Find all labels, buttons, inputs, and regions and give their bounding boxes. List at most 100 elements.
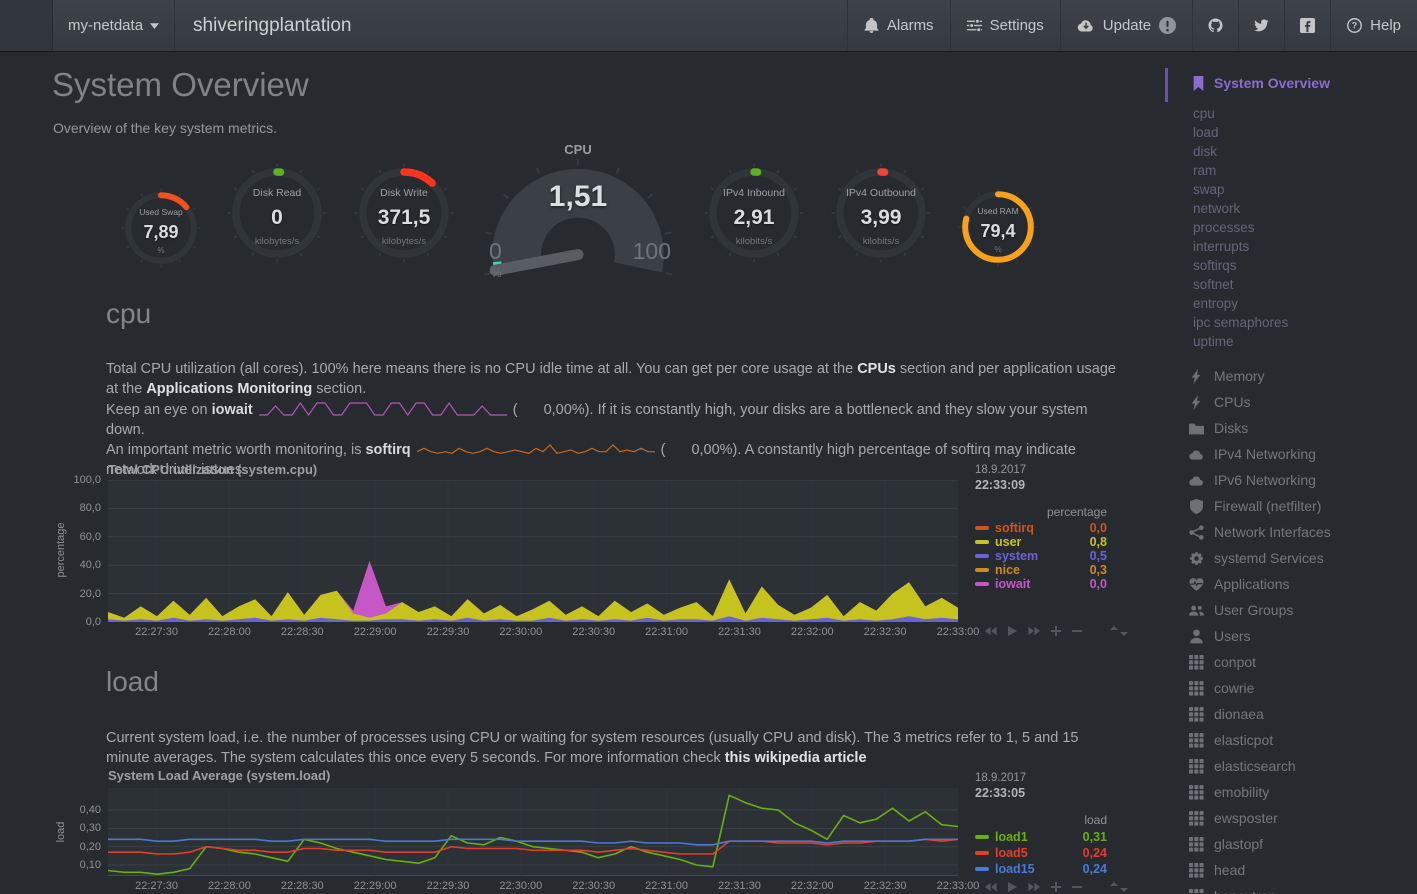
sidebar-item-system-overview[interactable]: System Overview xyxy=(1191,75,1330,91)
sidebar-subitem-network[interactable]: network xyxy=(1193,199,1288,218)
sidebar-item-conpot[interactable]: conpot xyxy=(1189,649,1331,675)
load-plot-area[interactable] xyxy=(108,788,958,876)
sidebar-item-network-interfaces[interactable]: Network Interfaces xyxy=(1189,519,1331,545)
my-netdata-menu[interactable]: my-netdata xyxy=(53,0,176,51)
gauge-disk-read[interactable]: Disk Read 0 kilobytes/s xyxy=(227,163,327,263)
gauge-value: 7,89 xyxy=(143,222,179,243)
update-button[interactable]: Update xyxy=(1059,0,1192,51)
gauge-units: % xyxy=(491,266,502,280)
sidebar-item-emobility[interactable]: emobility xyxy=(1189,779,1331,805)
sidebar-item-memory[interactable]: Memory xyxy=(1189,363,1331,389)
legend-row[interactable]: softirq 0,0 xyxy=(975,521,1107,535)
sidebar-item-dionaea[interactable]: dionaea xyxy=(1189,701,1331,727)
resize-chart-handle[interactable] xyxy=(1107,882,1131,892)
play-button[interactable] xyxy=(1008,882,1017,892)
sidebar-item-systemd-services[interactable]: systemd Services xyxy=(1189,545,1331,571)
legend-row[interactable]: load5 0,24 xyxy=(975,845,1107,861)
sidebar-item-user-groups[interactable]: User Groups xyxy=(1189,597,1331,623)
resize-chart-handle[interactable] xyxy=(1107,626,1131,636)
sidebar-item-icon xyxy=(1189,473,1204,488)
sidebar-subitem-cpu[interactable]: cpu xyxy=(1193,104,1288,123)
zoom-in-button[interactable] xyxy=(1051,882,1061,892)
sidebar-subitem-softirqs[interactable]: softirqs xyxy=(1193,256,1288,275)
sidebar-item-honeytrap[interactable]: honeytrap xyxy=(1189,883,1331,894)
sidebar-item-users[interactable]: Users xyxy=(1189,623,1331,649)
cpus-link[interactable]: CPUs xyxy=(857,361,896,377)
applications-monitoring-link[interactable]: Applications Monitoring xyxy=(146,381,313,398)
sidebar-item-ewsposter[interactable]: ewsposter xyxy=(1189,805,1331,831)
sidebar-subitem-swap[interactable]: swap xyxy=(1193,180,1288,199)
sidebar-item-label: dionaea xyxy=(1214,706,1264,722)
gauge-ipv4-outbound[interactable]: IPv4 Outbound 3,99 kilobits/s xyxy=(831,163,931,263)
pan-backward-button[interactable] xyxy=(985,882,997,892)
sidebar-item-ipv6-networking[interactable]: IPv6 Networking xyxy=(1189,467,1331,493)
legend-row[interactable]: iowait 0,0 xyxy=(975,577,1107,591)
github-icon xyxy=(1208,18,1223,33)
sidebar-subitem-disk[interactable]: disk xyxy=(1193,142,1288,161)
gauge-units: kilobits/s xyxy=(862,236,900,247)
sidebar-item-firewall-netfilter-[interactable]: Firewall (netfilter) xyxy=(1189,493,1331,519)
gauge-used-ram[interactable]: Used RAM 79,4 % xyxy=(958,187,1038,267)
legend-row[interactable]: load15 0,24 xyxy=(975,861,1107,877)
sidebar-subitem-processes[interactable]: processes xyxy=(1193,218,1288,237)
cpu-text: section and per application usage at the xyxy=(106,361,1116,398)
sidebar-subitem-ram[interactable]: ram xyxy=(1193,161,1288,180)
sidebar-item-disks[interactable]: Disks xyxy=(1189,415,1331,441)
sidebar-item-elasticpot[interactable]: elasticpot xyxy=(1189,727,1331,753)
sidebar-subitem-load[interactable]: load xyxy=(1193,123,1288,142)
hostname[interactable]: shiveringplantation xyxy=(193,14,352,36)
pan-forward-button[interactable] xyxy=(1028,626,1040,636)
legend-row[interactable]: user 0,8 xyxy=(975,535,1107,549)
sidebar-item-glastopf[interactable]: glastopf xyxy=(1189,831,1331,857)
sidebar-item-elasticsearch[interactable]: elasticsearch xyxy=(1189,753,1331,779)
gauge-used-swap[interactable]: Used Swap 7,89 % xyxy=(121,188,201,268)
gauge-title: IPv4 Inbound xyxy=(723,187,785,199)
sidebar-subitem-ipc-semaphores[interactable]: ipc semaphores xyxy=(1193,313,1288,332)
gauge-disk-write[interactable]: Disk Write 371,5 kilobytes/s xyxy=(354,163,454,263)
softirq-text: . A constantly high percentage of softir… xyxy=(106,442,1076,479)
legend-row[interactable]: nice 0,3 xyxy=(975,563,1107,577)
sidebar-item-head[interactable]: head xyxy=(1189,857,1331,883)
x-tick-label: 22:31:30 xyxy=(718,626,761,638)
sidebar-item-applications[interactable]: Applications xyxy=(1189,571,1331,597)
x-tick-label: 22:32:00 xyxy=(790,626,834,638)
github-button[interactable] xyxy=(1192,0,1238,51)
y-tick-label: 20,0 xyxy=(79,587,101,600)
zoom-in-button[interactable] xyxy=(1051,626,1061,636)
iowait-sparkline xyxy=(258,401,507,416)
gauge-ipv4-inbound[interactable]: IPv4 Inbound 2,91 kilobits/s xyxy=(704,163,804,263)
gauge-cpu[interactable]: CPU 1,51 0 100 % xyxy=(483,142,673,282)
alarms-button[interactable]: Alarms xyxy=(846,0,950,51)
sidebar-item-ipv4-networking[interactable]: IPv4 Networking xyxy=(1189,441,1331,467)
facebook-button[interactable] xyxy=(1284,0,1330,51)
sidebar-item-icon xyxy=(1189,368,1204,384)
help-button[interactable]: ? Help xyxy=(1330,0,1417,51)
sidebar-subitem-label: cpu xyxy=(1193,106,1215,121)
sidebar-item-label: honeytrap xyxy=(1214,888,1276,894)
sidebar-subitem-label: entropy xyxy=(1193,296,1239,311)
cpu-plot-area[interactable] xyxy=(108,480,958,622)
wikipedia-link[interactable]: this wikipedia article xyxy=(724,750,867,767)
sidebar-subitem-uptime[interactable]: uptime xyxy=(1193,332,1288,351)
zoom-out-button[interactable] xyxy=(1072,626,1082,636)
pan-forward-button[interactable] xyxy=(1028,882,1040,892)
pan-backward-button[interactable] xyxy=(985,626,997,636)
sidebar-subitem-interrupts[interactable]: interrupts xyxy=(1193,237,1288,256)
cpu-section-heading: cpu xyxy=(106,298,152,329)
zoom-out-button[interactable] xyxy=(1072,882,1082,892)
sidebar-item-icon xyxy=(1189,784,1204,800)
legend-row[interactable]: system 0,5 xyxy=(975,549,1107,563)
legend-swatch xyxy=(975,540,989,544)
twitter-button[interactable] xyxy=(1238,0,1284,51)
sidebar-item-cpus[interactable]: CPUs xyxy=(1189,389,1331,415)
bookmark-icon xyxy=(1191,75,1206,91)
sidebar-item-cowrie[interactable]: cowrie xyxy=(1189,675,1331,701)
settings-button[interactable]: Settings xyxy=(949,0,1060,51)
sidebar-subitem-entropy[interactable]: entropy xyxy=(1193,294,1288,313)
x-tick-label: 22:31:00 xyxy=(645,880,688,892)
play-button[interactable] xyxy=(1008,626,1017,636)
legend-row[interactable]: load1 0,31 xyxy=(975,829,1107,845)
gauge-units: kilobits/s xyxy=(735,236,773,247)
sidebar-subitem-softnet[interactable]: softnet xyxy=(1193,275,1288,294)
gauge-min-label: 0 xyxy=(489,238,502,264)
